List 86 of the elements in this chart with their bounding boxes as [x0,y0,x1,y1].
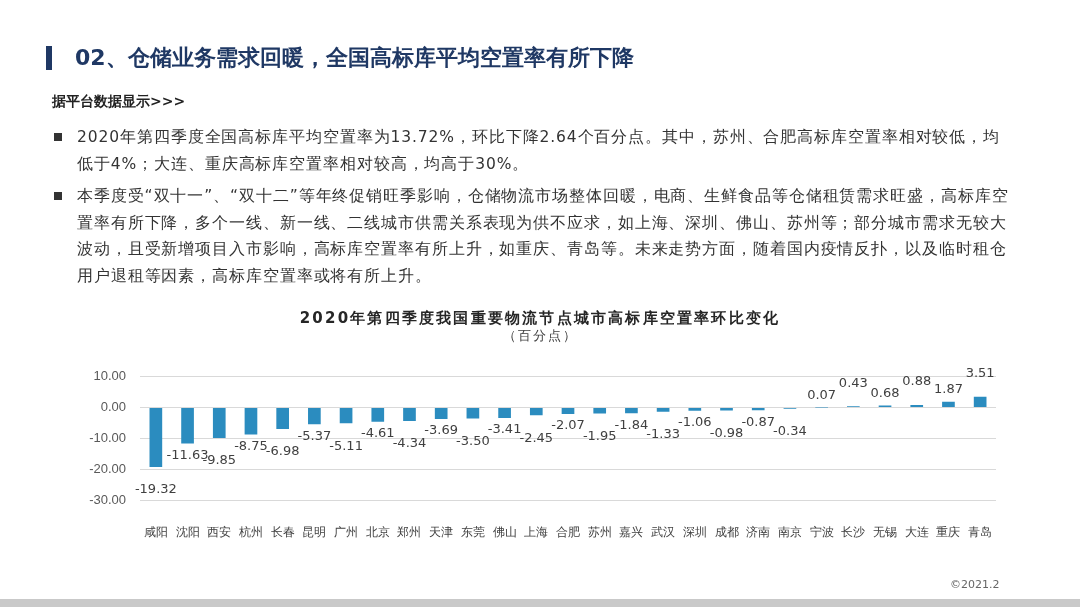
x-tick-label: 上海 [524,524,549,539]
bar [973,396,987,408]
data-label: 1.87 [933,381,963,397]
bar [149,408,163,468]
bar [751,408,765,411]
text: ©2021.2 [950,578,1000,591]
data-label: -3.41 [487,421,522,437]
data-label: -0.34 [773,423,807,439]
chart-title: 2020年第四季度我国重要物流节点城市高标库空置率环比变化 [298,309,782,328]
x-tick-label: 天津 [429,524,454,539]
bar [434,408,448,419]
y-tick-label: -30.00 [89,491,126,507]
x-tick-label: 南京 [777,524,802,539]
bar [688,408,702,411]
bar [308,408,321,425]
x-tick-label: 合肥 [556,524,580,539]
data-label: -19.32 [134,481,177,497]
bar [910,404,924,408]
bar [529,408,543,416]
data-label: -6.98 [265,443,300,459]
y-tick-label: 10.00 [93,368,126,384]
data-label: -8.75 [234,437,268,453]
x-tick-label: 杭州 [237,524,263,539]
x-tick-label: 成都 [714,524,739,539]
data-label: -5.11 [329,437,363,453]
x-tick-label: 青岛 [968,524,993,539]
bar [942,401,955,408]
x-tick-label: 宁波 [809,524,834,539]
data-label: -4.34 [392,435,427,451]
x-tick-label: 沈阳 [175,524,200,539]
x-tick-label: 广州 [334,524,359,539]
x-tick-label: 佛山 [492,524,517,539]
x-tick-label: 重庆 [936,524,961,539]
x-tick-label: 深圳 [682,524,707,539]
bar [339,408,353,424]
x-tick-label: 东莞 [460,524,485,539]
x-tick-label: 大连 [904,524,929,539]
x-tick-label: 咸阳 [143,524,168,539]
data-label: -2.07 [551,417,585,433]
data-label: -1.33 [646,426,680,442]
data-label: -3.69 [424,422,459,438]
bar [181,408,194,444]
bar [625,408,638,414]
bar [498,408,511,419]
text: 2020年第四季度全国高标库平均空置率为13.72%，环比下降2.64个百分点。其中，苏州、合肥高标库空置率相对较低，均低于4%；大连、重庆高标库空置率相对较高，均高于30%。 [77,127,1002,175]
data-label: 0.07 [807,386,837,402]
bar [212,408,226,438]
y-tick-label: 0.00 [100,399,126,415]
bar [276,408,290,430]
x-tick-label: 郑州 [397,524,422,539]
x-tick-label: 嘉兴 [619,524,644,539]
data-label: 0.88 [902,373,932,389]
y-tick-label: -10.00 [89,429,126,445]
data-label: -3.50 [456,432,490,448]
bar [403,408,416,421]
x-tick-label: 西安 [207,524,232,539]
x-tick-label: 长春 [270,524,295,539]
x-tick-label: 长沙 [841,524,866,539]
x-tick-label: 苏州 [587,524,612,539]
text: 本季度受“双十一”、“双十二”等年终促销旺季影响，仓储物流市场整体回暖，电商、生鲜食品等仓储租赁需求旺盛，高标库空置率有所下降，多个一线、新一线、二线城市供需关系表现为供不应求，如上海、深圳、佛山、苏州等；部分城市需求无较大波动，且受新增项目入市影响，高标库空置率有所上升，如重庆、青岛等。未来走势方面，随着国内疫情反扑，以及临时租仓用户退租等因素，高标库空置率或将有所上升。 [77,186,1010,287]
x-tick-label: 无锡 [873,524,898,539]
bar [371,408,385,422]
bar [720,408,733,411]
chart-subtitle: （百分点） [501,327,579,345]
bar [656,408,670,412]
bar [244,408,258,435]
data-label: 0.43 [838,374,868,390]
x-tick-label: 北京 [365,524,390,539]
data-label: -1.84 [614,416,649,432]
bar [466,408,480,419]
text: 据平台数据显示>>> [52,93,186,111]
y-tick-label: -20.00 [89,460,126,476]
data-label: -5.37 [297,427,332,443]
text: 02、仓储业务需求回暖，全国高标库平均空置率有所下降 [75,44,634,72]
data-label: -1.95 [582,427,617,443]
x-tick-label: 济南 [746,524,771,539]
data-label: -4.61 [360,425,395,441]
x-tick-label: 昆明 [302,524,327,539]
x-tick-label: 武汉 [651,524,676,539]
bar [593,408,607,414]
data-label: -0.87 [741,413,776,429]
data-label: 3.51 [965,365,995,381]
data-label: -1.06 [677,414,712,430]
bar [561,408,575,414]
data-label: -2.45 [519,429,554,445]
data-label: 0.68 [870,384,900,400]
